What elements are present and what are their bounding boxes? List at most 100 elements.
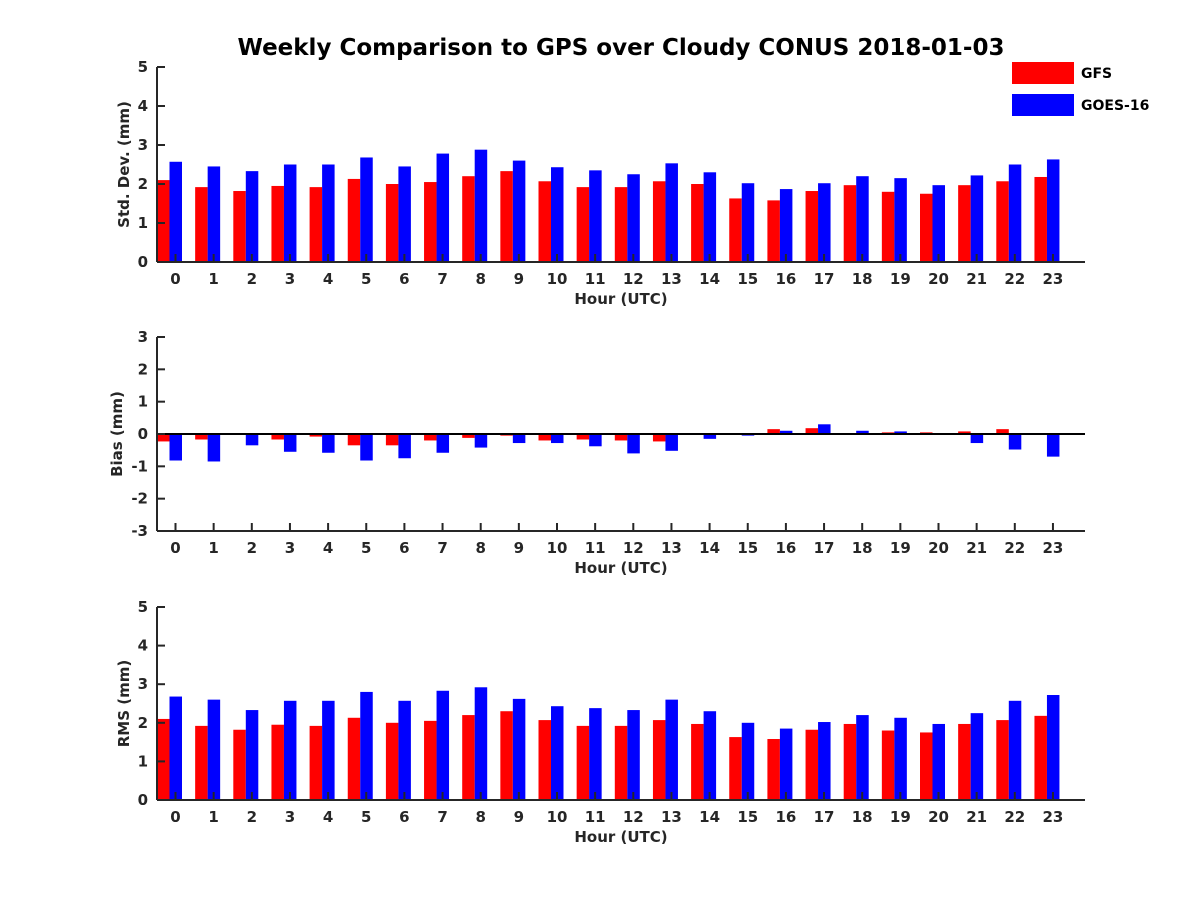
rms-bar-gfs-23: [1034, 715, 1047, 800]
bias-y-tick-label: -1: [131, 457, 148, 475]
bias-x-tick-label: 8: [475, 539, 485, 557]
rms-bar-gfs-5: [347, 717, 361, 800]
bias-bar-gfs-6: [385, 434, 399, 446]
bias-x-tick-label: 21: [966, 539, 987, 557]
std-dev-x-tick-label: 19: [890, 270, 911, 288]
std-dev-bar-gfs-7: [424, 182, 437, 262]
rms-bar-gfs-15: [729, 737, 742, 800]
std-dev-x-tick-label: 8: [475, 270, 485, 288]
rms-x-tick-label: 3: [285, 808, 295, 826]
std-dev-bar-gfs-6: [385, 184, 399, 262]
rms-bar-goes-16-16: [779, 728, 793, 800]
bias-x-tick-label: 11: [585, 539, 606, 557]
std-dev-bar-goes-16-22: [1008, 164, 1022, 262]
rms-bar-goes-16-23: [1046, 695, 1060, 800]
bias-y-tick-label: 0: [138, 425, 148, 443]
std-dev-x-tick-label: 21: [966, 270, 987, 288]
std-dev-bar-gfs-13: [652, 181, 666, 262]
rms-bar-goes-16-8: [474, 687, 488, 800]
rms-y-tick-label: 5: [138, 598, 148, 616]
rms-x-tick-label: 5: [361, 808, 371, 826]
bias-x-tick-label: 20: [928, 539, 949, 557]
std-dev-bar-goes-16-5: [360, 157, 373, 262]
bias-bar-goes-16-21: [970, 434, 984, 444]
std-dev-x-tick-label: 0: [170, 270, 180, 288]
std-dev-x-axis-label: Hour (UTC): [574, 290, 667, 308]
rms-bar-gfs-17: [805, 729, 819, 800]
bias-x-axis-label: Hour (UTC): [574, 559, 667, 577]
std-dev-bar-gfs-11: [576, 187, 590, 262]
rms-bar-goes-16-11: [589, 708, 602, 800]
rms-bar-goes-16-14: [703, 711, 717, 800]
std-dev-bar-goes-16-15: [741, 183, 755, 262]
legend-label-goes-16: GOES-16: [1081, 98, 1149, 114]
std-dev-bar-gfs-21: [958, 185, 971, 262]
rms-bar-gfs-11: [576, 725, 590, 800]
bias-bar-gfs-21: [958, 431, 971, 434]
bias-x-tick-label: 14: [699, 539, 720, 557]
std-dev-x-tick-label: 3: [285, 270, 295, 288]
std-dev-x-tick-label: 10: [547, 270, 568, 288]
std-dev-x-tick-label: 16: [775, 270, 796, 288]
rms-bar-gfs-6: [385, 722, 399, 800]
std-dev-x-tick-label: 9: [514, 270, 524, 288]
rms-y-tick-label: 4: [138, 637, 148, 655]
std-dev-bar-gfs-19: [881, 191, 895, 262]
chart-title: Weekly Comparison to GPS over Cloudy CON…: [238, 35, 1005, 61]
bias-x-tick-label: 4: [323, 539, 333, 557]
std-dev-bar-goes-16-16: [779, 189, 793, 262]
std-dev-x-tick-label: 4: [323, 270, 333, 288]
rms-bar-gfs-14: [691, 723, 704, 800]
std-dev-bar-gfs-22: [996, 181, 1009, 262]
std-dev-y-tick-label: 3: [138, 136, 148, 154]
bias-x-tick-label: 1: [208, 539, 218, 557]
std-dev-bar-goes-16-6: [398, 166, 411, 262]
rms-x-tick-label: 22: [1004, 808, 1025, 826]
rms-x-tick-label: 18: [852, 808, 873, 826]
std-dev-x-tick-label: 12: [623, 270, 644, 288]
rms-x-axis-label: Hour (UTC): [574, 828, 667, 846]
std-dev-bar-gfs-20: [920, 193, 933, 262]
bias-bar-goes-16-23: [1046, 434, 1060, 457]
rms-bar-goes-16-7: [436, 690, 450, 800]
bias-x-tick-label: 13: [661, 539, 682, 557]
std-dev-y-tick-label: 2: [138, 175, 148, 193]
std-dev-bar-gfs-5: [347, 178, 361, 262]
bias-x-tick-label: 2: [247, 539, 257, 557]
bias-x-tick-label: 17: [814, 539, 835, 557]
std-dev-bar-goes-16-0: [169, 161, 182, 262]
rms-x-tick-label: 17: [814, 808, 835, 826]
std-dev-x-tick-label: 6: [399, 270, 409, 288]
bias-x-tick-label: 15: [737, 539, 758, 557]
legend-swatch-gfs: [1012, 62, 1074, 84]
bias-bar-gfs-11: [576, 434, 590, 440]
bias-bar-gfs-17: [805, 428, 819, 434]
std-dev-bar-goes-16-13: [665, 163, 678, 262]
bias-y-axis-label: Bias (mm): [108, 391, 126, 477]
rms-bar-gfs-18: [843, 723, 857, 800]
bias-bar-goes-16-16: [779, 430, 793, 434]
bias-bar-gfs-10: [538, 434, 551, 441]
rms-x-tick-label: 0: [170, 808, 180, 826]
rms-y-tick-label: 0: [138, 791, 148, 809]
rms-bar-goes-16-12: [627, 710, 640, 800]
bias-x-tick-label: 18: [852, 539, 873, 557]
rms-bar-goes-16-13: [665, 699, 678, 800]
std-dev-bar-gfs-9: [500, 171, 513, 262]
bias-x-tick-label: 0: [170, 539, 180, 557]
legend-swatch-goes-16: [1012, 94, 1074, 116]
std-dev-bar-gfs-16: [767, 200, 780, 262]
std-dev-bar-gfs-15: [729, 198, 742, 262]
rms-bar-gfs-7: [424, 720, 437, 800]
bias-bar-gfs-22: [996, 429, 1009, 434]
std-dev-x-tick-label: 1: [208, 270, 218, 288]
rms-bar-goes-16-2: [245, 710, 259, 800]
rms-x-tick-label: 6: [399, 808, 409, 826]
std-dev-x-tick-label: 15: [737, 270, 758, 288]
bias-y-tick-label: -3: [131, 522, 148, 540]
bias-x-tick-label: 19: [890, 539, 911, 557]
std-dev-bar-goes-16-21: [970, 175, 984, 262]
